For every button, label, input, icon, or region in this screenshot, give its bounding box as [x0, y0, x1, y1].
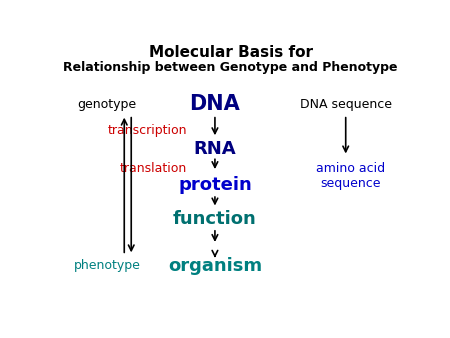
Text: RNA: RNA	[194, 140, 236, 158]
Text: protein: protein	[178, 176, 252, 194]
Text: translation: translation	[120, 162, 187, 175]
Text: organism: organism	[168, 257, 262, 275]
Text: DNA: DNA	[189, 94, 240, 114]
Text: transcription: transcription	[108, 124, 187, 137]
Text: Relationship between Genotype and Phenotype: Relationship between Genotype and Phenot…	[63, 62, 398, 74]
Text: DNA sequence: DNA sequence	[300, 98, 392, 111]
Text: function: function	[173, 210, 257, 228]
Text: Molecular Basis for: Molecular Basis for	[148, 45, 313, 60]
Text: amino acid
sequence: amino acid sequence	[316, 162, 386, 190]
Text: genotype: genotype	[77, 98, 136, 111]
Text: phenotype: phenotype	[73, 259, 140, 272]
